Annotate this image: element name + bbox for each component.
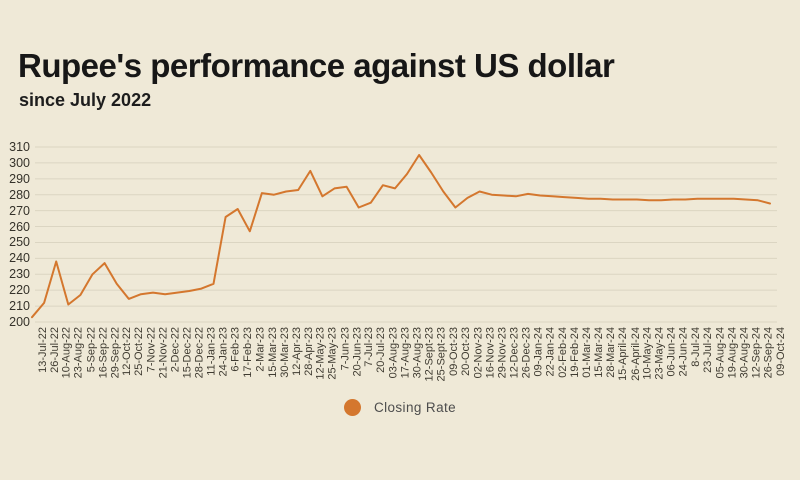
x-tick-label: 2-Mar-23	[254, 327, 267, 372]
x-tick-label: 7-Jul-23	[363, 327, 376, 367]
legend: Closing Rate	[0, 399, 800, 416]
y-tick-label: 250	[9, 235, 30, 250]
x-tick-label: 12-May-23	[314, 327, 327, 380]
x-tick-label: 15-Mar-23	[266, 327, 279, 378]
x-tick-label: 01-Mar-24	[580, 327, 593, 378]
x-tick-label: 21-Nov-22	[157, 327, 170, 379]
x-tick-label: 12-Sept-23	[423, 327, 436, 382]
x-tick-label: 09-Oct-24	[774, 327, 787, 376]
x-tick-label: 16-Nov-23	[484, 327, 497, 379]
closing-rate-line	[31, 154, 771, 319]
x-tick-label: 25-Sept-23	[435, 327, 448, 382]
x-tick-label: 15-Dec-22	[181, 327, 194, 379]
x-tick-label: 15-Mar-24	[593, 327, 606, 378]
x-tick-label: 25-Oct-22	[133, 327, 146, 376]
x-tick-label: 15-April-24	[617, 327, 630, 381]
y-tick-label: 310	[9, 140, 30, 154]
y-tick-label: 210	[9, 299, 30, 314]
x-tick-label: 12-Dec-23	[508, 327, 521, 379]
x-tick-label: 7-Jun-23	[338, 327, 351, 371]
x-tick-label: 2-Dec-22	[169, 327, 182, 373]
x-tick-label: 11-Jan-23	[205, 327, 218, 376]
y-tick-label: 200	[9, 315, 30, 329]
x-tick-label: 8-Jul-24	[689, 327, 702, 367]
x-tick-label: 02-Nov-23	[472, 327, 485, 379]
x-tick-label: 7-Nov-22	[145, 327, 158, 373]
y-tick-label: 280	[9, 187, 30, 202]
x-tick-label: 02-Feb-24	[556, 327, 569, 378]
x-tick-label: 5-Sep-22	[84, 327, 97, 373]
x-tick-label: 10-Aug-22	[60, 327, 73, 379]
x-tick-label: 19-Feb-24	[568, 327, 581, 378]
x-tick-label: 12-Oct-22	[121, 327, 134, 376]
x-tick-label: 12-Apr-23	[290, 327, 303, 376]
x-tick-label: 12-Sep-24	[750, 327, 763, 379]
x-tick-label: 06-Jun-24	[665, 327, 678, 377]
x-tick-label: 23-May-24	[653, 327, 666, 380]
x-tick-label: 19-Aug-24	[726, 327, 739, 379]
x-tick-label: 17-Feb-23	[242, 327, 255, 378]
x-tick-label: 22-Jan-24	[544, 327, 557, 377]
x-tick-label: 17-Aug-23	[399, 327, 412, 379]
y-tick-label: 290	[9, 171, 30, 186]
x-tick-label: 13-Jul-22	[36, 327, 49, 373]
y-tick-label: 230	[9, 267, 30, 282]
x-tick-label: 20-Jun-23	[351, 327, 364, 377]
x-tick-label: 25-May-23	[326, 327, 339, 380]
x-tick-label: 09-Jan-24	[532, 327, 545, 377]
x-tick-label: 30-Aug-23	[411, 327, 424, 379]
x-tick-label: 26-Sep-24	[762, 327, 775, 379]
x-tick-label: 28-Mar-24	[605, 327, 618, 378]
x-tick-label: 24-Jan-23	[217, 327, 230, 377]
y-tick-label: 270	[9, 203, 30, 218]
y-tick-label: 220	[9, 283, 30, 298]
x-tick-label: 30-Aug-24	[738, 327, 751, 379]
y-tick-label: 300	[9, 155, 30, 170]
gridlines	[35, 146, 777, 323]
x-tick-label: 05-Aug-24	[714, 327, 727, 379]
x-tick-label: 29-Sep-22	[109, 327, 122, 379]
y-tick-label: 240	[9, 251, 30, 266]
x-tick-label: 26-Dec-23	[520, 327, 533, 379]
chart-header: Rupee's performance against US dollar si…	[18, 47, 615, 111]
x-tick-label: 26-Jul-22	[48, 327, 61, 373]
x-tick-label: 10-May-24	[641, 327, 654, 380]
y-tick-label: 260	[9, 219, 30, 234]
legend-label: Closing Rate	[373, 400, 457, 415]
x-tick-label: 28-Apr-23	[302, 327, 315, 376]
page-title: Rupee's performance against US dollar	[18, 47, 615, 84]
x-tick-label: 6-Feb-23	[230, 327, 243, 372]
x-tick-label: 03-Aug-23	[387, 327, 400, 379]
x-tick-label: 20-Oct-23	[459, 327, 472, 376]
x-tick-label: 23-Aug-22	[72, 327, 85, 379]
x-tick-label: 16-Sep-22	[97, 327, 109, 379]
x-tick-label: 24-Jun-24	[677, 327, 690, 377]
x-tick-label: 28-Dec-22	[193, 327, 206, 379]
x-tick-label: 09-Oct-23	[447, 327, 460, 376]
legend-marker-icon	[343, 399, 361, 416]
x-tick-label: 26-April-24	[629, 327, 642, 381]
x-tick-label: 23-Jul-24	[701, 327, 714, 373]
chart-subtitle: since July 2022	[19, 90, 152, 111]
x-tick-label: 29-Nov-23	[496, 327, 509, 379]
x-tick-label: 20-Jul-23	[375, 327, 388, 373]
x-tick-label: 30-Mar-23	[278, 327, 291, 378]
